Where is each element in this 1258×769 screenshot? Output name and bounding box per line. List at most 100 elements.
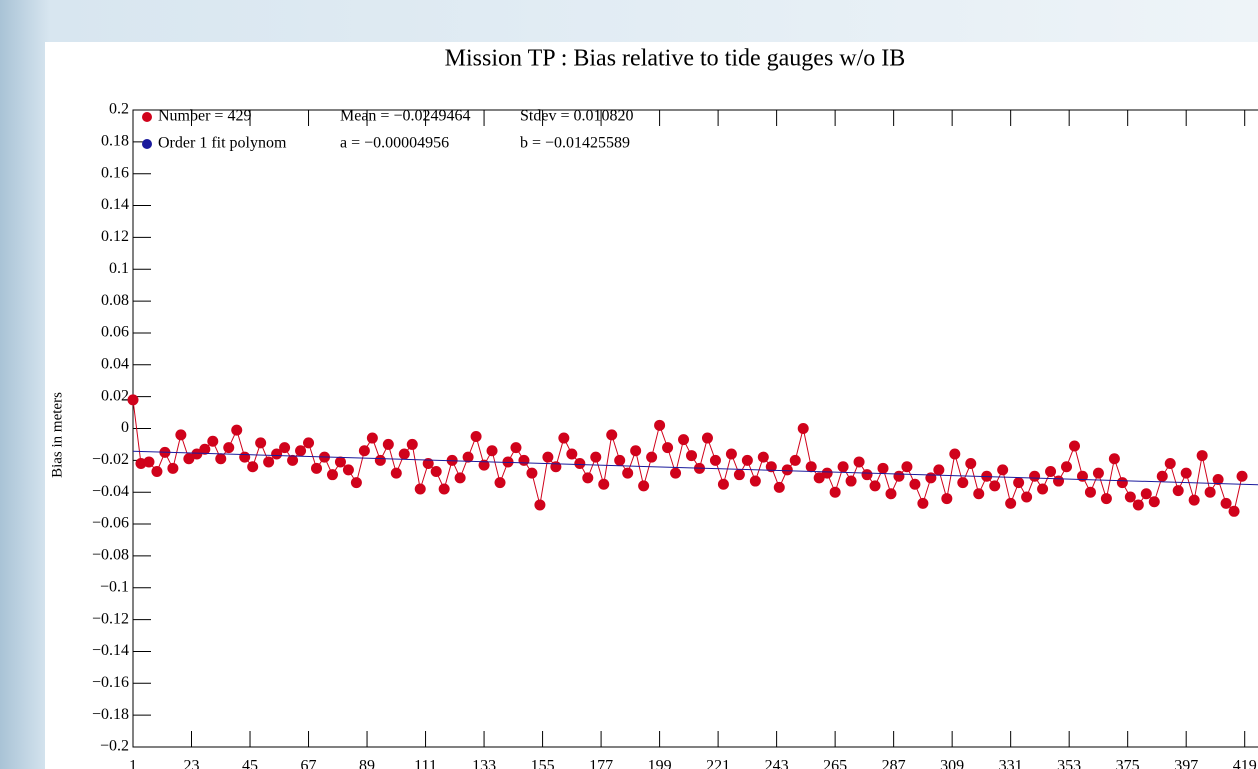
annotation: a = −0.00004956 xyxy=(340,135,449,152)
x-tick-label: 331 xyxy=(999,758,1023,769)
data-point xyxy=(598,479,609,490)
data-point xyxy=(782,464,793,475)
data-point xyxy=(734,469,745,480)
data-point xyxy=(702,433,713,444)
legend-label: Number = 429 xyxy=(158,108,251,125)
y-tick-label: 0.1 xyxy=(109,260,129,277)
data-point xyxy=(311,463,322,474)
data-point xyxy=(909,479,920,490)
data-point xyxy=(128,394,139,405)
y-tick-label: 0.04 xyxy=(101,355,129,372)
x-tick-label: 177 xyxy=(589,758,613,769)
data-point xyxy=(510,442,521,453)
data-point xyxy=(495,477,506,488)
data-point xyxy=(151,466,162,477)
chart: Mission TP : Bias relative to tide gauge… xyxy=(0,0,1258,769)
x-tick-label: 353 xyxy=(1057,758,1081,769)
y-tick-label: −0.06 xyxy=(92,515,129,532)
x-tick-label: 243 xyxy=(765,758,789,769)
y-axis-label: Bias in meters xyxy=(49,392,65,478)
data-point xyxy=(143,456,154,467)
data-point xyxy=(885,488,896,499)
x-tick-label: 67 xyxy=(301,758,317,769)
data-point xyxy=(710,455,721,466)
data-point xyxy=(550,461,561,472)
y-tick-label: 0 xyxy=(121,419,129,436)
data-point xyxy=(1069,441,1080,452)
data-point xyxy=(375,455,386,466)
data-point xyxy=(351,477,362,488)
y-tick-label: 0.18 xyxy=(101,133,129,150)
data-point xyxy=(798,423,809,434)
y-tick-label: −0.18 xyxy=(92,706,129,723)
data-point xyxy=(718,479,729,490)
data-point xyxy=(957,477,968,488)
data-point xyxy=(989,480,1000,491)
data-point xyxy=(606,429,617,440)
x-tick-label: 419 xyxy=(1233,758,1257,769)
data-point xyxy=(255,437,266,448)
y-tick-label: −0.16 xyxy=(92,674,129,691)
y-tick-label: 0.14 xyxy=(101,196,129,213)
data-point xyxy=(878,463,889,474)
data-point xyxy=(893,471,904,482)
data-point xyxy=(726,448,737,459)
data-point xyxy=(303,437,314,448)
data-point xyxy=(846,476,857,487)
data-point xyxy=(965,458,976,469)
data-point xyxy=(670,468,681,479)
data-point xyxy=(630,445,641,456)
data-point xyxy=(327,469,338,480)
data-point xyxy=(901,461,912,472)
data-point xyxy=(167,463,178,474)
data-point xyxy=(215,453,226,464)
data-point xyxy=(295,445,306,456)
x-tick-label: 23 xyxy=(184,758,200,769)
y-tick-label: −0.14 xyxy=(92,642,129,659)
data-point xyxy=(822,468,833,479)
data-point xyxy=(1165,458,1176,469)
data-point xyxy=(1181,468,1192,479)
data-point xyxy=(917,498,928,509)
data-point xyxy=(1189,495,1200,506)
page: Mission TP : Bias relative to tide gauge… xyxy=(0,0,1258,769)
data-point xyxy=(263,456,274,467)
x-tick-label: 155 xyxy=(531,758,555,769)
x-tick-label: 221 xyxy=(706,758,730,769)
data-point xyxy=(534,499,545,510)
data-point xyxy=(1021,491,1032,502)
data-point xyxy=(1229,506,1240,517)
data-point xyxy=(558,433,569,444)
data-point xyxy=(1109,453,1120,464)
data-point xyxy=(790,455,801,466)
data-point xyxy=(933,464,944,475)
x-tick-label: 133 xyxy=(472,758,496,769)
x-tick-label: 45 xyxy=(242,758,258,769)
x-tick-label: 111 xyxy=(414,758,437,769)
data-point xyxy=(407,439,418,450)
x-tick-label: 397 xyxy=(1174,758,1198,769)
chart-title: Mission TP : Bias relative to tide gauge… xyxy=(445,46,906,72)
data-point xyxy=(622,468,633,479)
data-point xyxy=(1093,468,1104,479)
data-point xyxy=(279,442,290,453)
data-point xyxy=(973,488,984,499)
data-point xyxy=(1045,466,1056,477)
data-point xyxy=(638,480,649,491)
data-point xyxy=(367,433,378,444)
data-point xyxy=(1125,491,1136,502)
data-point xyxy=(997,464,1008,475)
data-point xyxy=(471,431,482,442)
data-point xyxy=(335,456,346,467)
data-point xyxy=(1221,498,1232,509)
data-point xyxy=(949,448,960,459)
data-point xyxy=(399,448,410,459)
x-tick-label: 265 xyxy=(823,758,847,769)
data-point xyxy=(439,484,450,495)
data-point xyxy=(359,445,370,456)
data-point xyxy=(1061,461,1072,472)
data-point xyxy=(223,442,234,453)
data-point xyxy=(654,420,665,431)
x-tick-label: 309 xyxy=(940,758,964,769)
y-tick-label: −0.1 xyxy=(100,578,129,595)
